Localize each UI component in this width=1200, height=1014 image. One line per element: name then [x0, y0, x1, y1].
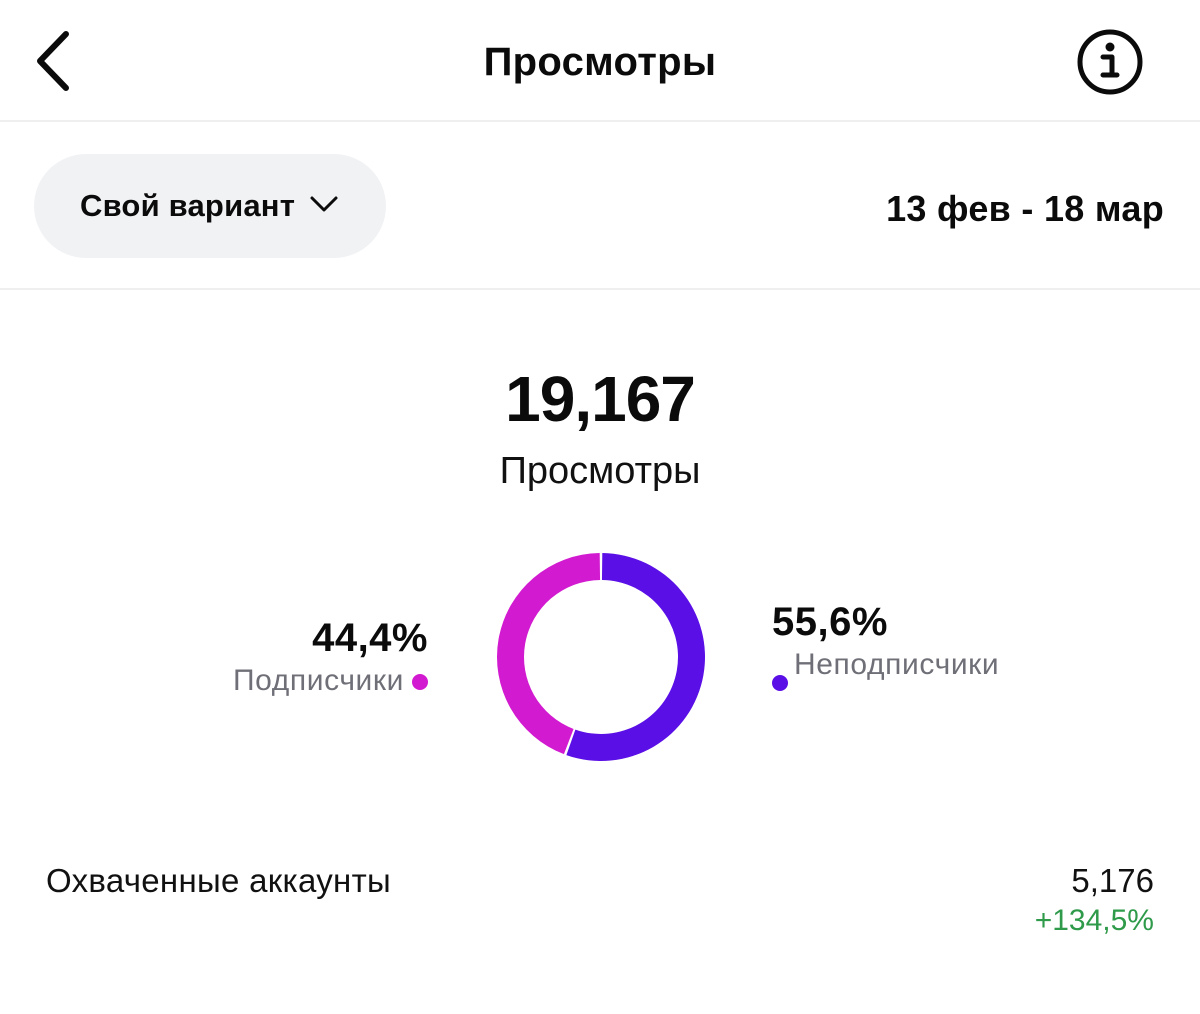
date-filter-dropdown[interactable]: Свой вариант	[34, 154, 386, 258]
subscribers-percent: 44,4%	[312, 616, 428, 660]
info-button[interactable]	[1074, 26, 1146, 98]
donut-slice-subscribers	[497, 553, 601, 755]
reached-accounts-value: 5,176	[1071, 862, 1154, 899]
subscribers-legend-label: Подписчики	[232, 664, 404, 697]
page-title: Просмотры	[483, 40, 717, 84]
reached-accounts-label: Охваченные аккаунты	[46, 862, 392, 899]
chevron-left-icon	[37, 31, 69, 91]
info-icon	[1077, 29, 1143, 95]
views-donut-chart	[497, 553, 705, 761]
filter-bar: Свой вариант 13 фев - 18 мар	[0, 122, 1200, 290]
non-subscribers-percent: 55,6%	[772, 600, 888, 644]
date-filter-label: Свой вариант	[80, 188, 296, 223]
non-subscribers-legend-label: Неподписчики	[794, 648, 1000, 681]
reached-accounts-delta: +134,5%	[1034, 904, 1154, 937]
chevron-down-icon	[309, 195, 339, 218]
back-button[interactable]	[30, 28, 80, 94]
top-bar: Просмотры	[0, 0, 1200, 122]
subscribers-legend-dot	[412, 674, 428, 690]
date-range: 13 фев - 18 мар	[886, 188, 1164, 229]
total-views-value: 19,167	[505, 363, 696, 435]
donut-slice-non-subscribers	[566, 553, 705, 761]
total-views-label: Просмотры	[499, 450, 701, 492]
non-subscribers-legend-dot	[772, 675, 788, 691]
